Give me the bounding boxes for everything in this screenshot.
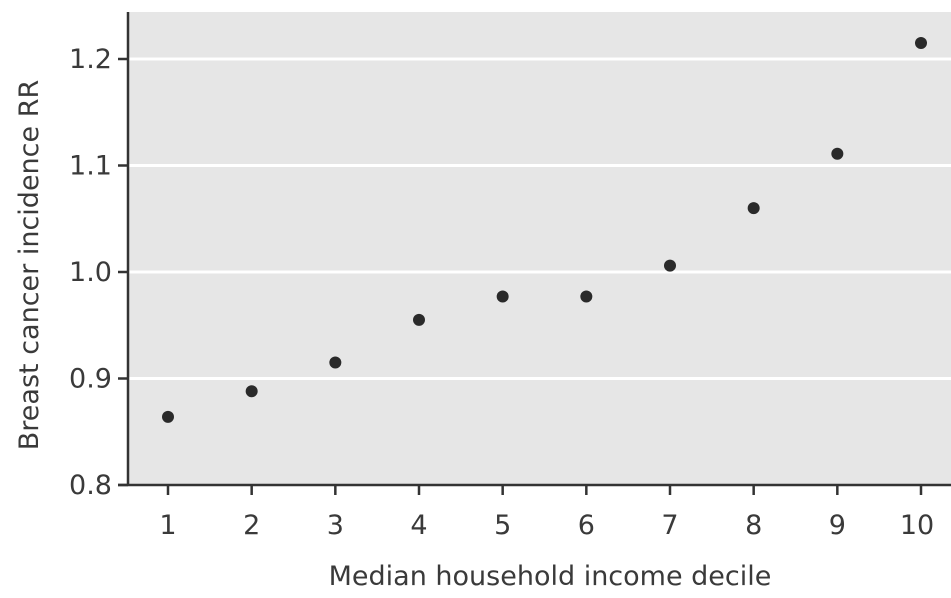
y-tick-label: 0.9 bbox=[69, 364, 112, 395]
data-point bbox=[580, 290, 593, 303]
data-point bbox=[915, 37, 927, 50]
gridlines bbox=[128, 57, 951, 380]
x-axis-title: Median household income decile bbox=[329, 561, 772, 592]
x-tick-label: 1 bbox=[159, 510, 176, 541]
data-points bbox=[162, 37, 927, 423]
data-point bbox=[496, 290, 509, 303]
y-tick-label: 1.1 bbox=[69, 151, 112, 182]
y-ticks: 0.8 0.9 1.0 1.1 1.2 bbox=[69, 44, 128, 501]
x-tick-label: 2 bbox=[243, 510, 260, 541]
data-point bbox=[245, 385, 258, 398]
x-tick-label: 8 bbox=[745, 510, 762, 541]
x-ticks: 1 2 3 4 5 6 7 8 9 10 bbox=[159, 485, 934, 541]
x-tick-label: 4 bbox=[410, 510, 427, 541]
data-point bbox=[162, 410, 174, 423]
y-axis-title: Breast cancer incidence RR bbox=[14, 80, 45, 450]
x-tick-label: 6 bbox=[578, 510, 595, 541]
x-tick-label: 7 bbox=[661, 510, 678, 541]
data-point bbox=[413, 313, 425, 326]
data-point bbox=[664, 259, 676, 272]
data-point bbox=[747, 202, 760, 215]
y-tick-label: 1.0 bbox=[69, 257, 112, 288]
x-tick-label: 3 bbox=[327, 510, 344, 541]
y-tick-label: 1.2 bbox=[69, 44, 112, 75]
data-point bbox=[831, 147, 844, 160]
x-tick-label: 9 bbox=[829, 510, 846, 541]
x-tick-label: 5 bbox=[494, 510, 511, 541]
data-point bbox=[329, 356, 342, 369]
y-tick-label: 0.8 bbox=[69, 470, 112, 501]
plot-panel bbox=[128, 12, 951, 485]
x-tick-label: 10 bbox=[900, 510, 934, 541]
